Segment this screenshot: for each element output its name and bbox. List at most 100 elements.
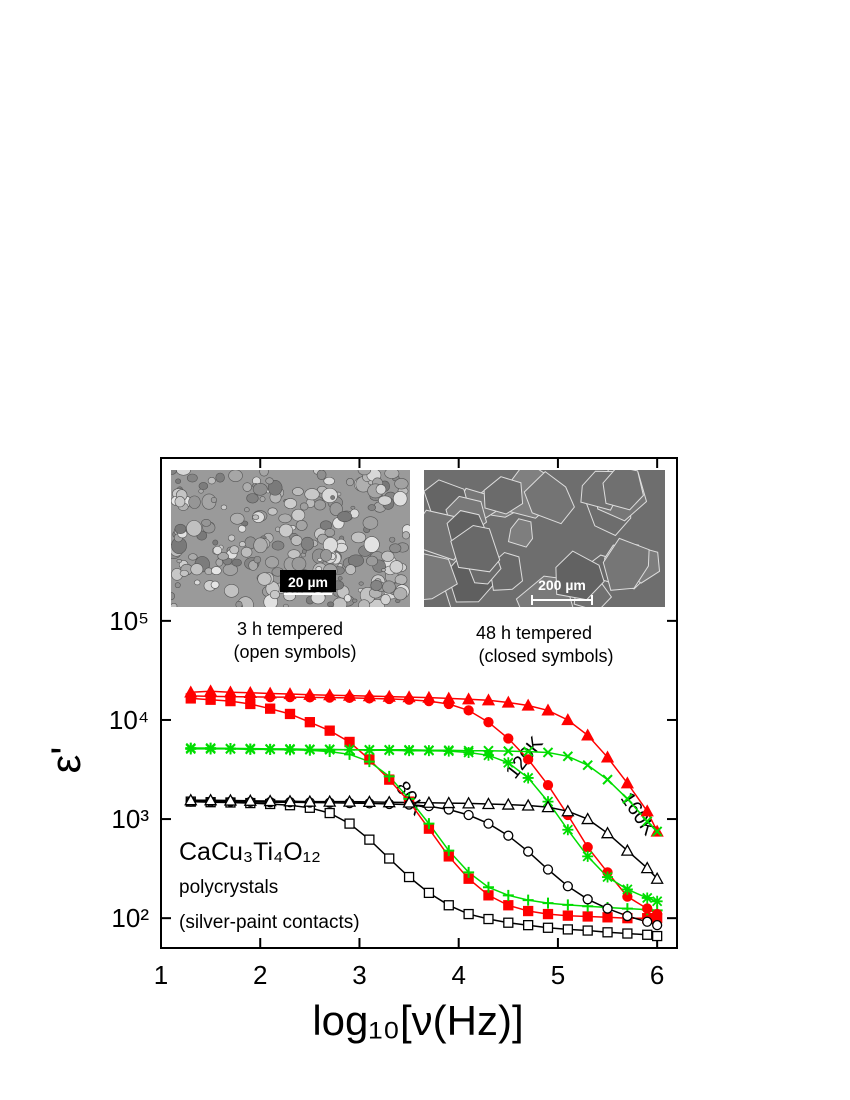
y-tick-label: 10⁵: [109, 606, 149, 636]
marker: [284, 743, 296, 755]
inset-caption: 48 h tempered: [476, 623, 592, 643]
grain: [224, 583, 240, 598]
marker: [463, 745, 474, 756]
marker: [562, 910, 573, 921]
marker: [602, 927, 613, 938]
marker: [541, 800, 555, 813]
marker: [542, 897, 554, 909]
marker: [263, 794, 277, 807]
grain: [375, 484, 387, 495]
grain: [188, 495, 201, 509]
marker: [561, 804, 575, 817]
marker: [363, 756, 375, 768]
x-tick-label: 1: [154, 960, 168, 990]
grain: [291, 508, 306, 522]
marker: [622, 910, 633, 922]
grain: [220, 504, 228, 510]
grain: [212, 539, 219, 546]
marker: [443, 845, 455, 857]
grain: [392, 491, 408, 507]
scale-box: [280, 570, 336, 592]
marker: [384, 853, 395, 864]
marker: [263, 686, 277, 699]
marker: [422, 795, 436, 808]
marker: [463, 866, 475, 878]
grain: [337, 511, 353, 523]
marker: [522, 894, 534, 906]
grain: [363, 536, 380, 553]
grains-left: [171, 470, 410, 607]
grain: [384, 470, 400, 479]
marker: [362, 795, 376, 808]
grain: [313, 499, 326, 511]
marker: [652, 920, 663, 931]
grain: [244, 507, 250, 513]
marker: [204, 793, 218, 806]
grain: [253, 537, 268, 554]
grain: [210, 496, 217, 503]
grain: [380, 593, 391, 606]
grain: [366, 555, 379, 567]
marker: [422, 690, 436, 703]
grain: [378, 495, 392, 506]
marker: [600, 826, 615, 839]
marker: [402, 690, 416, 703]
y-tick-label: 10³: [111, 804, 149, 834]
grains-right: [424, 470, 661, 607]
marker: [523, 905, 534, 917]
grain: [194, 579, 201, 586]
grain: [252, 482, 268, 496]
marker: [522, 746, 534, 757]
grain: [269, 590, 280, 600]
marker: [423, 745, 435, 756]
marker: [185, 742, 196, 754]
marker: [501, 797, 515, 810]
grain: [329, 502, 343, 516]
grain: [283, 498, 297, 509]
grain: [362, 516, 379, 530]
marker: [225, 743, 236, 754]
grain: [210, 580, 220, 589]
marker: [481, 693, 496, 706]
marker: [223, 685, 238, 698]
marker: [463, 746, 475, 758]
marker: [423, 887, 435, 899]
grain: [345, 564, 357, 575]
grain: [259, 470, 269, 477]
marker: [562, 924, 573, 935]
marker: [562, 824, 574, 836]
marker: [344, 744, 355, 756]
grain: [174, 523, 187, 535]
grain: [295, 519, 308, 531]
grain: [346, 477, 355, 487]
marker: [264, 743, 276, 755]
grain: [175, 478, 182, 484]
grain: [241, 520, 249, 527]
marker: [642, 903, 653, 914]
scale-label: 20 µm: [288, 574, 328, 590]
grain: [358, 599, 371, 607]
grain: [300, 536, 315, 551]
grain: [228, 534, 236, 542]
grain: [171, 602, 178, 607]
marker: [523, 920, 534, 931]
marker: [483, 717, 494, 728]
grain: [424, 553, 458, 601]
grain: [201, 518, 212, 527]
marker: [245, 743, 256, 754]
grain: [347, 554, 365, 567]
marker: [521, 798, 535, 811]
grain: [324, 528, 336, 538]
marker: [283, 794, 297, 807]
grain: [210, 566, 222, 576]
marker: [483, 745, 494, 756]
marker: [642, 916, 653, 927]
grain: [323, 476, 335, 486]
marker: [650, 871, 664, 884]
grain: [394, 478, 409, 490]
grain: [357, 470, 372, 476]
marker: [481, 797, 496, 810]
grain: [246, 493, 259, 504]
y-tick-label: 10²: [111, 903, 149, 933]
marker: [364, 744, 375, 756]
